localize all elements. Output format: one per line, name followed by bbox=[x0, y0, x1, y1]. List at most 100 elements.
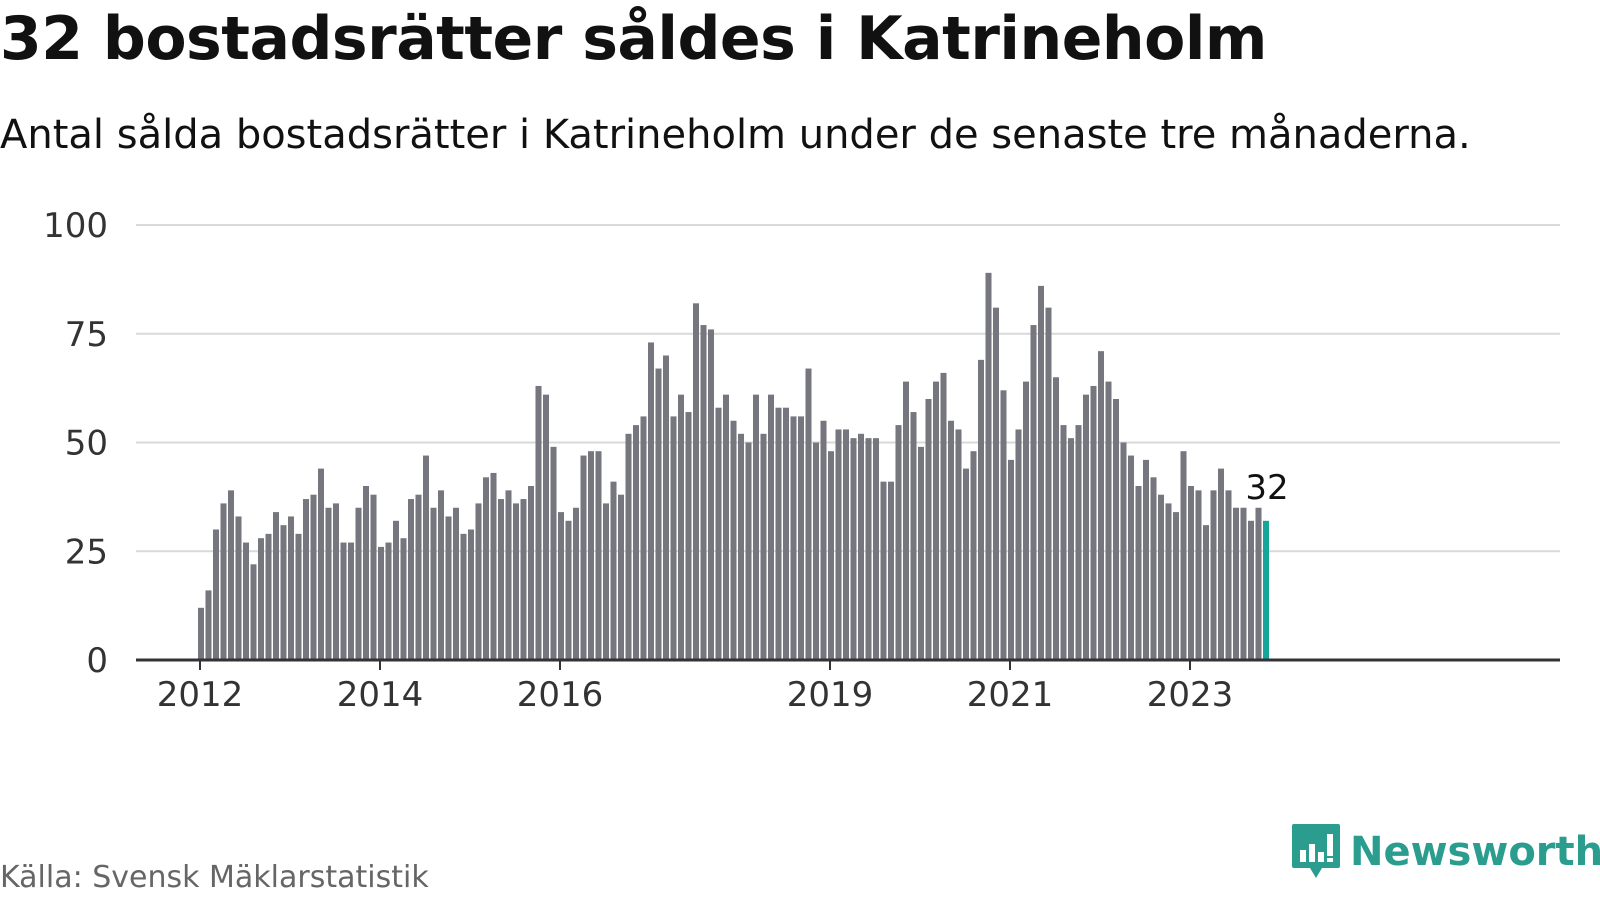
bar bbox=[805, 368, 812, 660]
bar bbox=[1165, 503, 1172, 660]
bar bbox=[1000, 390, 1007, 660]
bar bbox=[1180, 451, 1187, 660]
bar bbox=[1143, 459, 1149, 660]
chart-title: 32 bostadsrätter såldes i Katrineholm bbox=[0, 4, 1267, 74]
bar bbox=[873, 438, 879, 660]
bar bbox=[1113, 399, 1119, 660]
bar bbox=[1053, 377, 1059, 660]
bar bbox=[573, 507, 579, 660]
bar bbox=[903, 381, 909, 660]
bar bbox=[340, 542, 347, 660]
bar bbox=[303, 499, 309, 660]
bar bbox=[235, 516, 242, 660]
bar bbox=[198, 607, 204, 660]
bar bbox=[498, 499, 504, 660]
bar bbox=[1015, 429, 1022, 660]
bar bbox=[1030, 325, 1037, 660]
bar bbox=[273, 512, 279, 660]
bar bbox=[633, 425, 639, 660]
bar bbox=[513, 503, 519, 660]
bar bbox=[468, 529, 474, 660]
bar bbox=[393, 520, 399, 660]
bar bbox=[1128, 455, 1134, 660]
bar bbox=[348, 542, 354, 660]
bar-latest bbox=[1263, 520, 1269, 660]
bar bbox=[1008, 459, 1014, 660]
bar bbox=[648, 342, 654, 660]
bar bbox=[1188, 486, 1194, 660]
x-tick-label: 2014 bbox=[337, 675, 424, 715]
bar bbox=[1075, 425, 1082, 660]
x-tick-label: 2019 bbox=[787, 675, 874, 715]
y-tick-label: 25 bbox=[65, 532, 108, 572]
y-tick-label: 100 bbox=[43, 206, 108, 246]
bar bbox=[925, 399, 932, 660]
bar bbox=[640, 416, 647, 660]
bar bbox=[288, 516, 294, 660]
bar bbox=[280, 525, 287, 660]
bar bbox=[310, 494, 317, 660]
bar bbox=[760, 433, 767, 660]
y-tick-label: 50 bbox=[65, 424, 108, 464]
bar bbox=[753, 394, 759, 660]
x-tick-label: 2012 bbox=[157, 675, 244, 715]
bar bbox=[1105, 381, 1112, 660]
bar bbox=[820, 420, 827, 660]
bar bbox=[475, 503, 482, 660]
bar-chart: 0 25 50 75 100 2012 2014 2016 2019 2021 2023 32 bbox=[43, 206, 1560, 715]
bar bbox=[1068, 438, 1074, 660]
bar bbox=[490, 472, 497, 660]
bar bbox=[1150, 477, 1157, 660]
bar bbox=[1240, 507, 1247, 660]
bar bbox=[618, 494, 624, 660]
brand-logo: Newsworthy bbox=[1290, 822, 1600, 882]
bar bbox=[910, 412, 917, 660]
bar bbox=[558, 512, 564, 660]
bar bbox=[205, 590, 212, 660]
bar bbox=[625, 433, 632, 660]
bar bbox=[715, 407, 722, 660]
bar bbox=[460, 533, 467, 660]
bar bbox=[258, 538, 264, 660]
bar bbox=[520, 499, 527, 660]
bar bbox=[1173, 512, 1179, 660]
bar bbox=[678, 394, 684, 660]
latest-value-label: 32 bbox=[1245, 468, 1288, 508]
bar bbox=[400, 538, 407, 660]
bar bbox=[1060, 425, 1067, 660]
bar bbox=[1225, 490, 1232, 660]
x-tick-label: 2016 bbox=[517, 675, 604, 715]
bar bbox=[370, 494, 377, 660]
bar bbox=[948, 420, 954, 660]
bar bbox=[228, 490, 234, 660]
bar bbox=[1210, 490, 1217, 660]
bar bbox=[1248, 520, 1254, 660]
bar bbox=[565, 520, 572, 660]
bar bbox=[295, 533, 302, 660]
bar bbox=[783, 407, 789, 660]
bar bbox=[528, 486, 534, 660]
bar bbox=[970, 451, 977, 660]
bar bbox=[1083, 394, 1089, 660]
bar bbox=[243, 542, 249, 660]
bar bbox=[775, 407, 782, 660]
bar bbox=[745, 442, 752, 660]
bar bbox=[1158, 494, 1164, 660]
bar bbox=[978, 359, 984, 660]
bar bbox=[1098, 351, 1104, 660]
bar bbox=[685, 412, 692, 660]
bar bbox=[505, 490, 512, 660]
bar bbox=[603, 503, 609, 660]
bar bbox=[423, 455, 429, 660]
bar bbox=[318, 468, 324, 660]
bar bbox=[850, 438, 857, 660]
bar bbox=[588, 451, 594, 660]
bar bbox=[880, 481, 887, 660]
bar bbox=[768, 394, 774, 660]
bar bbox=[1038, 285, 1044, 660]
bar bbox=[378, 546, 384, 660]
bar bbox=[835, 429, 842, 660]
bar bbox=[453, 507, 459, 660]
bar bbox=[415, 494, 422, 660]
bar bbox=[895, 425, 902, 660]
